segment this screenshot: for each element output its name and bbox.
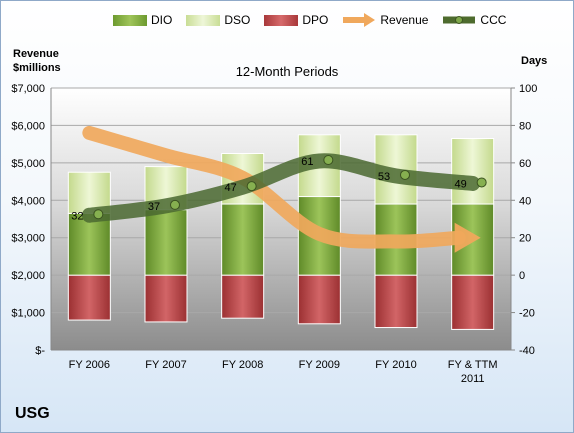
legend-line-ccc — [443, 16, 476, 24]
y-left-tick-label: $1,000 — [11, 308, 45, 320]
legend-label-dpo: DPO — [302, 13, 329, 27]
revenue-line — [82, 125, 466, 249]
y-right-tick-label: 40 — [519, 195, 531, 207]
ccc-data-label: 32 — [71, 210, 83, 222]
bar-dpo — [374, 274, 418, 329]
legend-item-ccc: CCC — [442, 13, 506, 27]
plot-area — [51, 88, 511, 350]
bar-dpo — [67, 274, 111, 321]
legend-label-ccc: CCC — [480, 13, 507, 27]
y-right-axis-title: Days — [521, 55, 548, 67]
revenue-arrowhead — [454, 222, 481, 253]
ccc-data-label: 47 — [225, 182, 237, 194]
ccc-point — [246, 181, 257, 192]
ccc-point — [476, 177, 487, 188]
x-tick-label: FY & TTM 2011 — [448, 359, 498, 385]
ccc-data-label: 37 — [148, 201, 160, 213]
y-right-tick-label: 80 — [519, 120, 531, 132]
x-tick-label: FY 2008 — [222, 359, 263, 371]
bar-dpo — [297, 274, 341, 325]
chart-title: 12-Month Periods — [235, 64, 339, 79]
bar-dpo — [451, 274, 495, 330]
bar-dso — [451, 138, 495, 205]
bar-dpo — [144, 274, 188, 323]
y-right-tick-label: -40 — [519, 345, 535, 357]
legend-item-dpo: DPO — [264, 13, 328, 27]
ccc-point — [323, 154, 334, 165]
ccc-data-label: 53 — [378, 171, 390, 183]
ccc-data-label: 61 — [301, 156, 313, 168]
ccc-data-label: 49 — [455, 178, 467, 190]
y-right-tick-label: 20 — [519, 233, 531, 245]
y-right-tick-label: -20 — [519, 308, 535, 320]
y-left-tick-label: $3,000 — [11, 233, 45, 245]
legend-item-dso: DSO — [186, 13, 250, 27]
y-left-tick-label: $4,000 — [11, 195, 45, 207]
y-left-tick-label: $- — [35, 345, 45, 357]
y-left-axis-title: Revenue $millions — [13, 47, 61, 75]
bar-dio — [144, 209, 188, 276]
legend-swatch-dso — [186, 14, 221, 26]
ccc-point — [170, 199, 180, 210]
bar-dio — [221, 203, 265, 276]
legend-item-revenue: Revenue — [342, 13, 428, 27]
ccc-point — [93, 209, 104, 220]
y-left-tick-label: $2,000 — [11, 270, 45, 282]
y-right-tick-label: 0 — [519, 270, 525, 282]
y-left-tick-label: $5,000 — [11, 158, 45, 170]
x-tick-label: FY 2010 — [375, 359, 416, 371]
legend-item-dio: DIO — [113, 13, 172, 27]
ccc-point — [400, 169, 410, 180]
y-left-axis-title-line1: Revenue — [13, 48, 59, 60]
y-right-tick-label: 60 — [519, 158, 531, 170]
company-name: USG — [15, 405, 50, 422]
x-tick-label: FY 2007 — [145, 359, 186, 371]
y-right-tick-label: 100 — [519, 83, 537, 95]
legend-label-revenue: Revenue — [380, 13, 429, 27]
y-left-axis-title-line2: $millions — [13, 62, 61, 74]
bar-dio — [67, 212, 111, 276]
legend-label-dso: DSO — [224, 13, 251, 27]
legend: DIO DSO DPO Revenue CCC — [113, 13, 520, 27]
y-left-tick-label: $7,000 — [11, 83, 45, 95]
y-left-tick-label: $6,000 — [11, 120, 45, 132]
legend-swatch-dio — [113, 14, 147, 26]
legend-swatch-dpo — [264, 14, 299, 26]
bar-dpo — [221, 274, 265, 319]
x-tick-label: FY 2009 — [299, 359, 340, 371]
legend-label-dio: DIO — [151, 13, 173, 27]
x-tick-label: FY 2006 — [69, 359, 110, 371]
legend-arrow-revenue — [343, 13, 376, 27]
